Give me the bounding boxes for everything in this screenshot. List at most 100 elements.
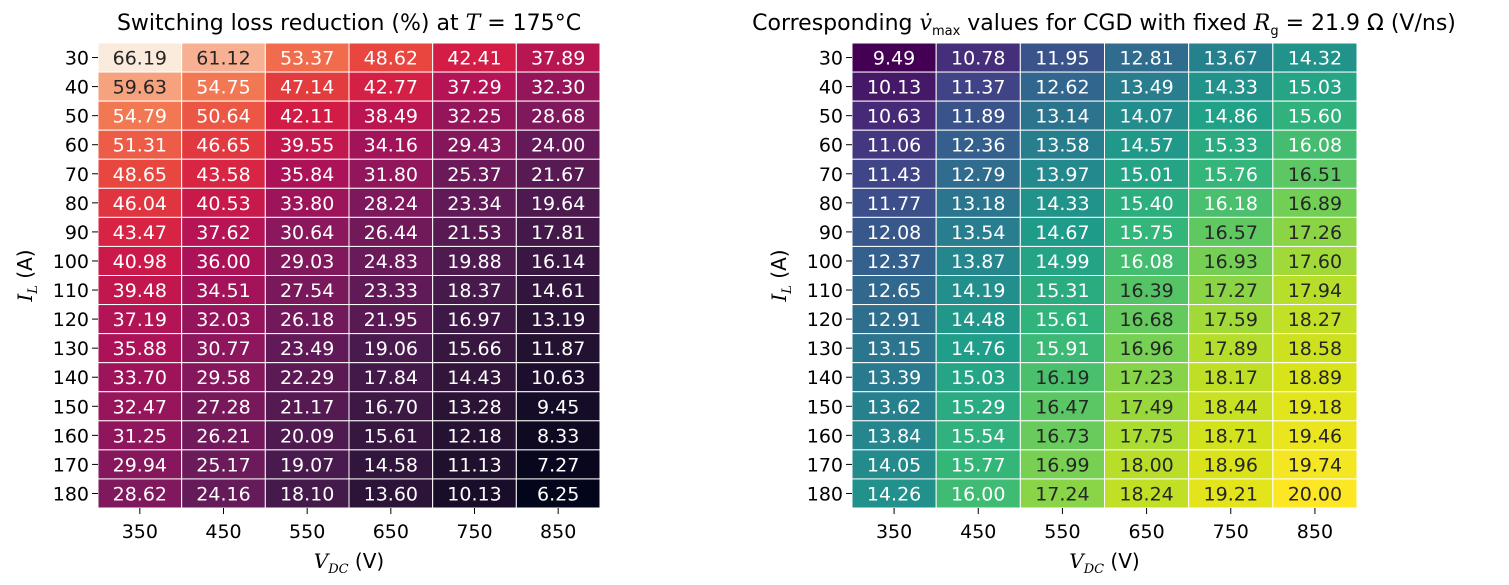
cell-value-label: 13.87 — [951, 251, 1005, 273]
cell-value-label: 54.75 — [196, 77, 250, 99]
heatmap-cell — [1104, 275, 1190, 306]
heatmap-cell — [935, 391, 1021, 422]
cell-value-label: 14.57 — [1119, 135, 1173, 157]
heatmap-cell — [432, 275, 517, 306]
cell-value-label: 17.60 — [1288, 251, 1342, 273]
heatmap-cell — [851, 71, 937, 102]
heatmap-cell — [1188, 100, 1274, 131]
heatmap-cell — [432, 304, 517, 335]
y-tick-label: 50 — [819, 106, 843, 128]
cell-value-label: 16.57 — [1204, 222, 1258, 244]
cell-value-label: 42.77 — [364, 77, 418, 99]
cell-value-label: 15.40 — [1119, 193, 1173, 215]
cell-value-label: 16.39 — [1119, 280, 1173, 302]
cell-value-label: 16.93 — [1204, 251, 1258, 273]
heatmap-cell — [97, 478, 183, 509]
heatmap-cell — [97, 129, 183, 160]
y-tick-label: 50 — [65, 106, 89, 128]
cell-value-label: 54.79 — [113, 106, 167, 128]
cell-value-label: 33.70 — [113, 367, 167, 389]
cell-value-label: 39.48 — [113, 280, 167, 302]
y-tick-label: 180 — [807, 483, 843, 505]
cell-value-label: 36.00 — [196, 251, 250, 273]
y-tick-label: 110 — [53, 280, 89, 302]
cell-value-label: 48.62 — [364, 48, 418, 70]
cell-value-label: 43.47 — [113, 222, 167, 244]
x-tick-label: 450 — [960, 521, 996, 543]
heatmap-cell — [515, 420, 601, 451]
y-tick-label: 80 — [65, 193, 89, 215]
cell-value-label: 12.79 — [951, 164, 1005, 186]
cell-value-label: 14.07 — [1119, 106, 1173, 128]
cell-value-label: 16.47 — [1035, 396, 1089, 418]
x-tick-label: 650 — [373, 521, 409, 543]
x-tick-label: 550 — [1044, 521, 1080, 543]
cell-value-label: 16.96 — [1119, 338, 1173, 360]
y-tick-label: 120 — [807, 309, 843, 331]
cell-value-label: 28.68 — [531, 106, 585, 128]
cell-value-label: 14.05 — [867, 454, 921, 476]
heatmap-cell — [1019, 129, 1105, 160]
cell-value-label: 17.26 — [1288, 222, 1342, 244]
cell-value-label: 51.31 — [113, 135, 167, 157]
heatmap-cell — [181, 304, 266, 335]
heatmap-cell — [97, 420, 183, 451]
heatmap-cell — [1188, 449, 1274, 480]
cell-value-label: 13.28 — [447, 396, 501, 418]
cell-value-label: 11.37 — [951, 77, 1005, 99]
heatmap-cell — [515, 216, 601, 247]
heatmap-cell — [515, 449, 601, 480]
heatmap-cell — [1272, 391, 1358, 422]
cell-value-label: 30.77 — [196, 338, 250, 360]
heatmap-cell — [515, 100, 601, 131]
cell-value-label: 37.62 — [196, 222, 250, 244]
cell-value-label: 25.17 — [196, 454, 250, 476]
cell-value-label: 15.60 — [1288, 106, 1342, 128]
heatmap-cell — [851, 275, 937, 306]
cell-value-label: 11.43 — [867, 164, 921, 186]
y-tick-label: 130 — [53, 338, 89, 360]
heatmap-cell — [432, 391, 517, 422]
heatmap-cell — [348, 71, 434, 102]
cell-value-label: 15.77 — [951, 454, 1005, 476]
cell-value-label: 18.44 — [1204, 396, 1258, 418]
heatmap-cell — [1104, 42, 1190, 73]
cell-value-label: 15.33 — [1204, 135, 1258, 157]
heatmap-cell — [515, 129, 601, 160]
y-tick-label: 80 — [819, 193, 843, 215]
y-tick-label: 150 — [53, 396, 89, 418]
y-axis-ticks: 30 40 50 60 70 80 90 100 110 120 130 140 150 160 170 18… — [53, 48, 98, 505]
cell-value-label: 17.27 — [1204, 280, 1258, 302]
cell-value-label: 66.19 — [113, 48, 167, 70]
heatmap-cell — [515, 391, 601, 422]
heatmap-cell — [1104, 187, 1190, 218]
y-tick-label: 150 — [807, 396, 843, 418]
heatmap-cell — [348, 362, 434, 393]
heatmap-cell — [97, 304, 183, 335]
heatmap-cell — [851, 333, 937, 364]
heatmap-cell — [1188, 129, 1274, 160]
cell-value-label: 23.34 — [447, 193, 501, 215]
cell-value-label: 17.75 — [1119, 425, 1173, 447]
cell-value-label: 18.10 — [280, 483, 334, 505]
heatmap-cell — [432, 245, 517, 276]
cell-value-label: 14.32 — [1288, 48, 1342, 70]
heatmap-cell — [1272, 245, 1358, 276]
x-tick-label: 850 — [540, 521, 576, 543]
heatmap-cell — [1019, 449, 1105, 480]
heatmap-cell — [97, 333, 183, 364]
heatmap-cell — [264, 275, 350, 306]
heatmap-cell — [1272, 420, 1358, 451]
heatmap-cell — [1188, 275, 1274, 306]
cell-value-label: 15.91 — [1035, 338, 1089, 360]
cell-value-label: 10.78 — [951, 48, 1005, 70]
cell-value-label: 19.06 — [364, 338, 418, 360]
y-tick-label: 170 — [53, 454, 89, 476]
heatmap-cell — [348, 129, 434, 160]
cell-value-label: 19.21 — [1204, 483, 1258, 505]
y-tick-label: 110 — [807, 280, 843, 302]
heatmap-cell — [515, 275, 601, 306]
heatmap-cell — [97, 275, 183, 306]
cell-value-label: 24.83 — [364, 251, 418, 273]
y-axis-ticks: 30 40 50 60 70 80 90 100 110 120 130 140 150 160 170 18… — [807, 48, 852, 505]
